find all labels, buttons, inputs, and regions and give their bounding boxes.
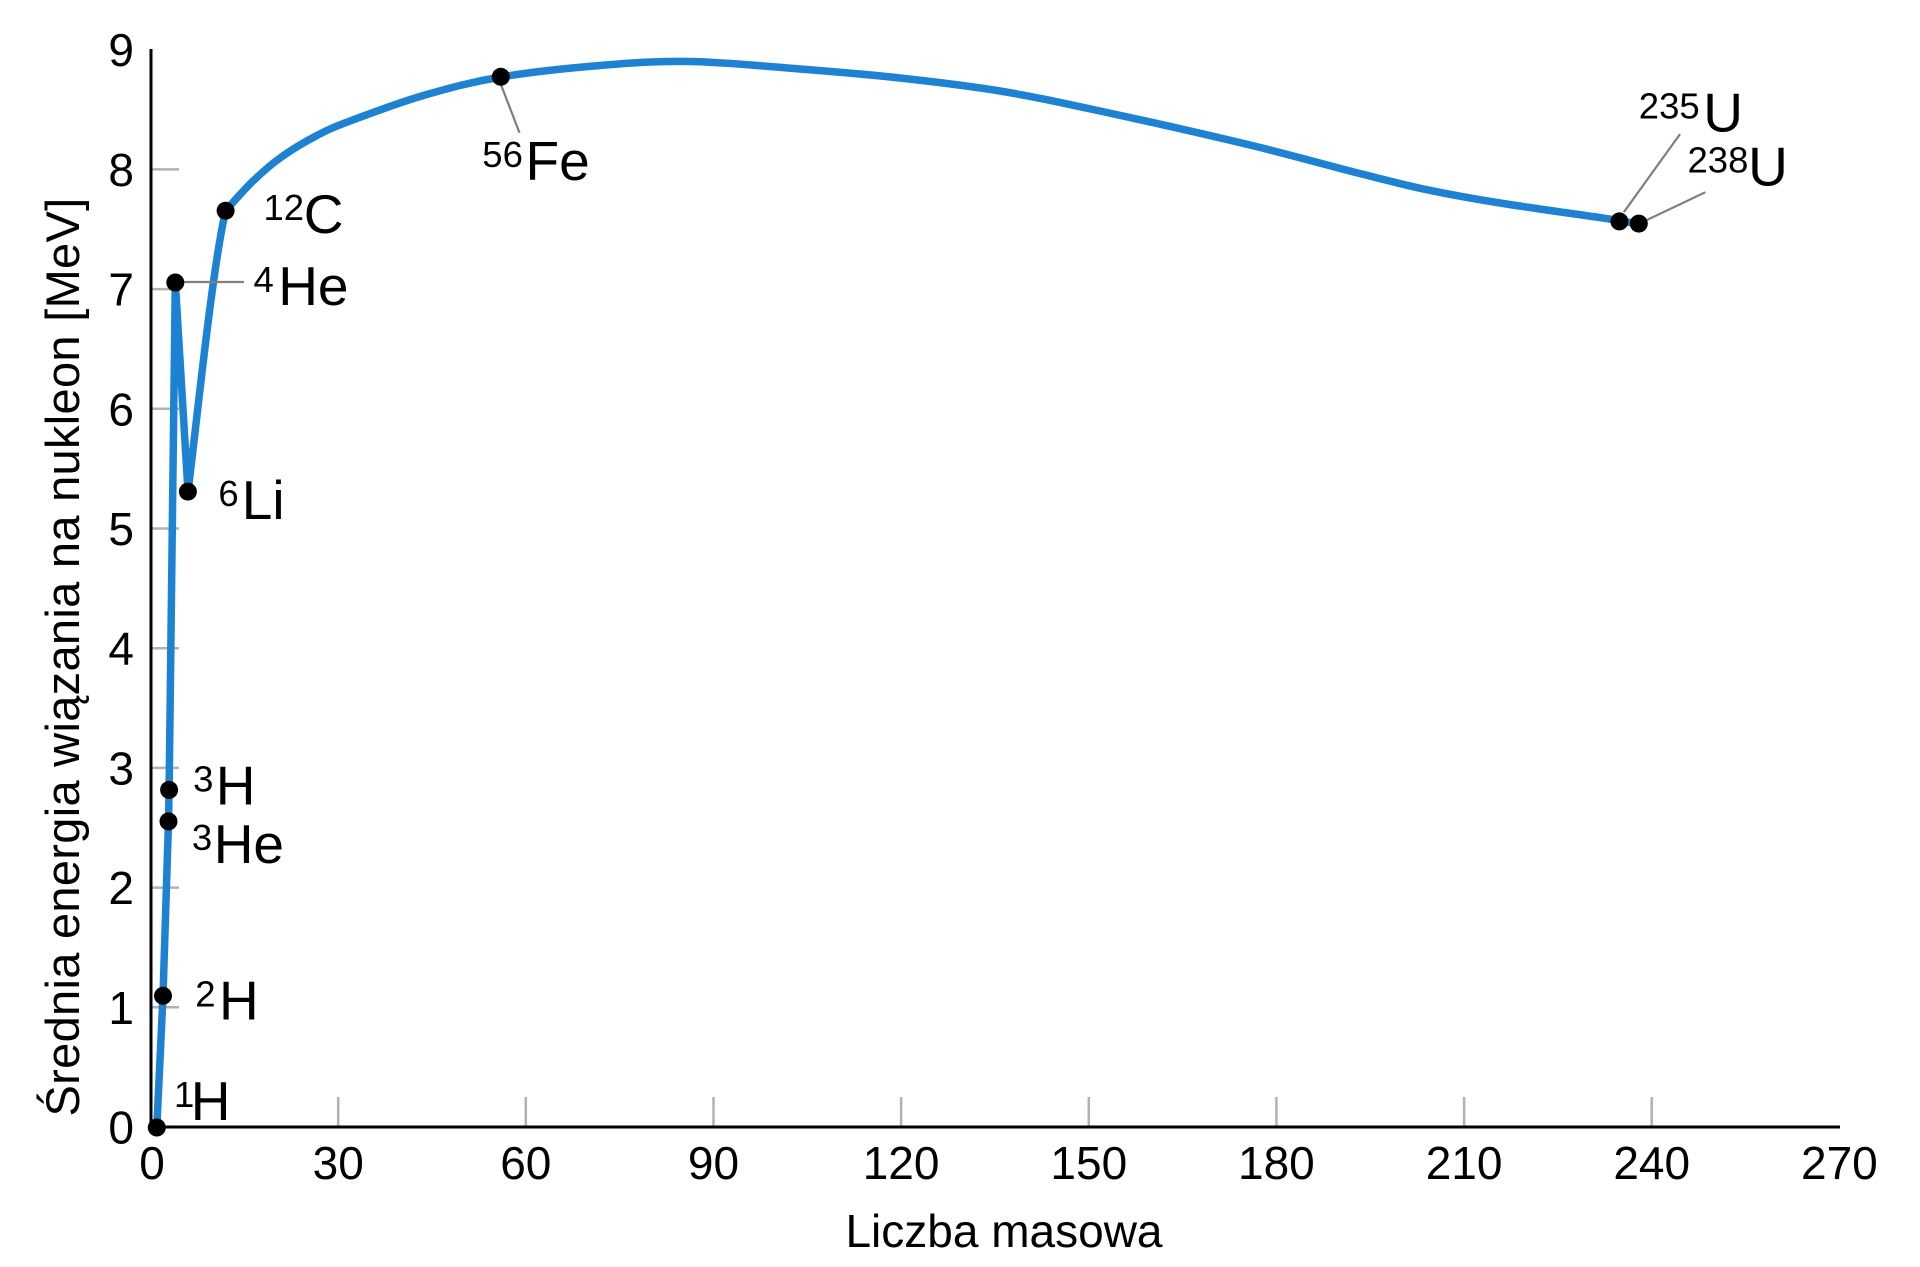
svg-text:C: C	[304, 183, 344, 245]
svg-text:He: He	[214, 813, 284, 875]
svg-text:150: 150	[1050, 1137, 1127, 1189]
svg-text:30: 30	[313, 1137, 364, 1189]
svg-text:180: 180	[1238, 1137, 1315, 1189]
svg-text:7: 7	[108, 264, 134, 316]
svg-text:4: 4	[254, 259, 274, 300]
svg-text:238: 238	[1688, 139, 1749, 180]
svg-text:3: 3	[192, 817, 212, 858]
svg-text:240: 240	[1613, 1137, 1690, 1189]
svg-text:0: 0	[108, 1102, 134, 1154]
svg-text:8: 8	[108, 144, 134, 196]
svg-text:Średnia energia wiązania na nu: Średnia energia wiązania na nukleon [MeV…	[36, 198, 89, 1117]
svg-text:He: He	[278, 255, 348, 317]
svg-text:H: H	[219, 970, 259, 1032]
svg-text:H: H	[191, 1070, 231, 1132]
svg-text:235: 235	[1639, 85, 1700, 126]
svg-text:3: 3	[193, 759, 213, 800]
svg-text:2: 2	[108, 862, 134, 914]
svg-text:9: 9	[108, 24, 134, 76]
svg-text:6: 6	[218, 473, 238, 514]
svg-text:60: 60	[500, 1137, 551, 1189]
svg-text:Liczba masowa: Liczba masowa	[845, 1205, 1162, 1257]
svg-text:120: 120	[863, 1137, 940, 1189]
svg-text:1: 1	[174, 1074, 194, 1115]
svg-text:210: 210	[1426, 1137, 1503, 1189]
svg-text:4: 4	[108, 623, 134, 675]
svg-text:2: 2	[195, 974, 215, 1015]
svg-text:U: U	[1703, 81, 1743, 143]
svg-text:6: 6	[108, 383, 134, 435]
svg-text:1: 1	[108, 982, 134, 1034]
svg-text:3: 3	[108, 742, 134, 794]
svg-text:Fe: Fe	[526, 130, 590, 192]
svg-text:56: 56	[482, 134, 523, 175]
svg-text:H: H	[216, 755, 256, 817]
svg-text:12: 12	[264, 187, 305, 228]
svg-text:Li: Li	[242, 469, 285, 531]
svg-text:270: 270	[1801, 1137, 1878, 1189]
svg-text:0: 0	[139, 1137, 165, 1189]
svg-text:U: U	[1748, 135, 1788, 197]
svg-text:90: 90	[688, 1137, 739, 1189]
svg-text:5: 5	[108, 503, 134, 555]
